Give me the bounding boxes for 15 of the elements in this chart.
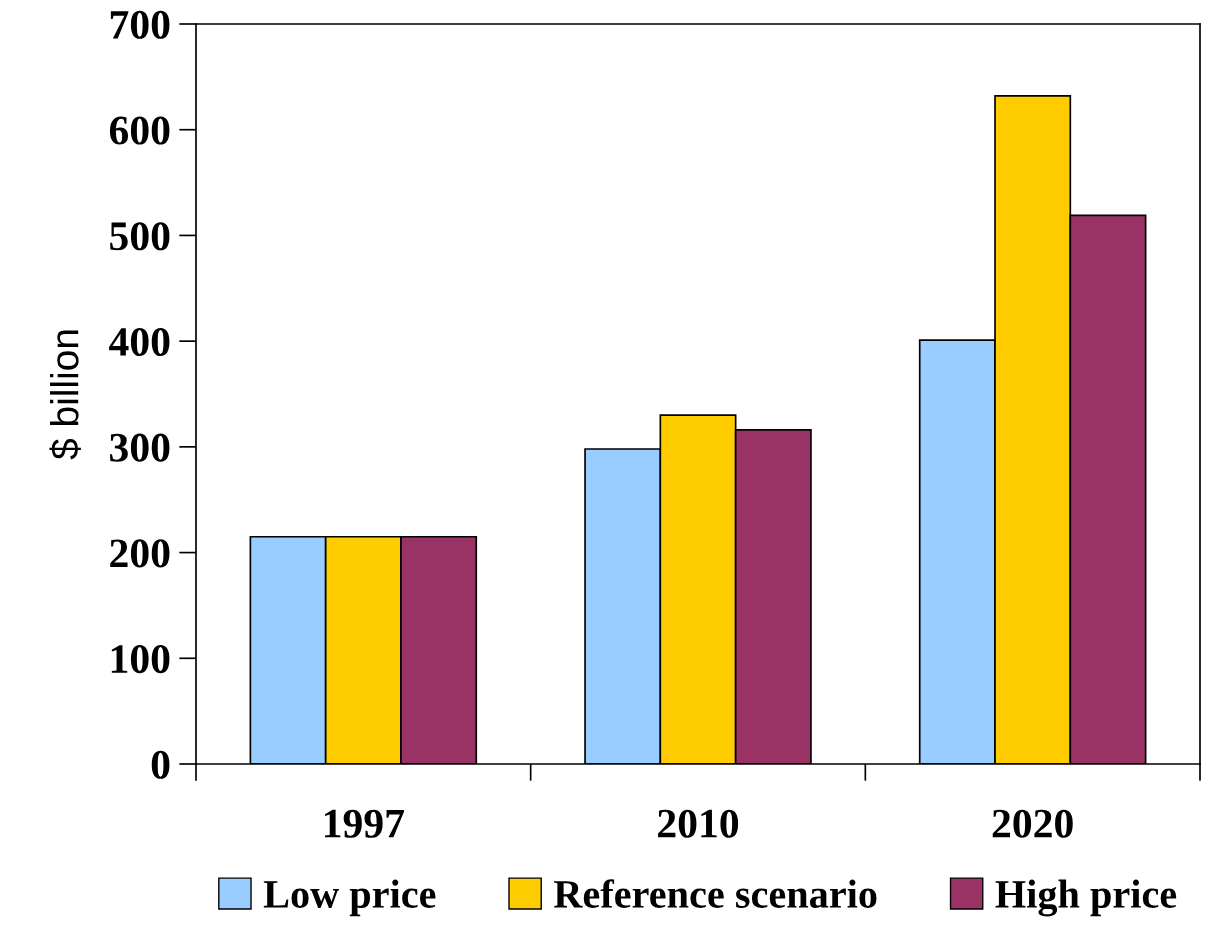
y-tick-label: 0 [151, 750, 170, 779]
y-tick-label: 100 [111, 645, 170, 674]
legend-label: Reference scenario [554, 879, 877, 908]
y-tick-label: 500 [110, 222, 170, 251]
x-tick-label: 1997 [325, 809, 404, 838]
y-tick-label: 400 [109, 327, 170, 357]
x-tick-label: 2020 [992, 809, 1073, 838]
y-tick-label: 300 [110, 433, 170, 462]
x-tick-label: 2010 [658, 809, 739, 838]
y-axis-title: $ billion [49, 330, 81, 460]
y-tick-label: 200 [110, 539, 170, 568]
legend-label: High price [995, 879, 1177, 917]
legend-label: Low price [263, 879, 436, 917]
y-tick-label: 600 [109, 116, 170, 145]
y-tick-label: 700 [110, 10, 170, 39]
